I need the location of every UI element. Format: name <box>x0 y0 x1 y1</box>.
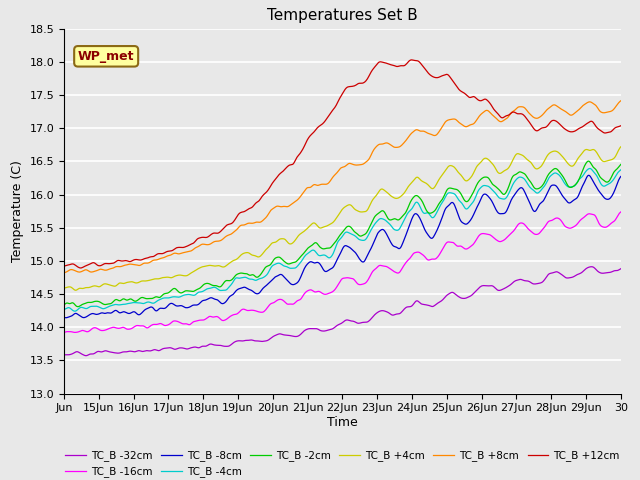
X-axis label: Time: Time <box>327 416 358 429</box>
Line: TC_B -16cm: TC_B -16cm <box>64 212 621 333</box>
TC_B +4cm <box>126 279 134 285</box>
Legend: TC_B -32cm, TC_B -16cm, TC_B -8cm, TC_B -4cm, TC_B -2cm, TC_B +4cm, TC_B +8cm, T: TC_B -32cm, TC_B -16cm, TC_B -8cm, TC_B … <box>61 446 624 480</box>
TC_B +8cm <box>60 270 68 276</box>
Line: TC_B -2cm: TC_B -2cm <box>64 161 621 307</box>
TC_B +8cm <box>400 140 408 146</box>
Line: TC_B -8cm: TC_B -8cm <box>64 175 621 318</box>
TC_B -2cm <box>584 158 592 164</box>
TC_B -4cm <box>432 212 440 217</box>
TC_B -16cm <box>256 309 264 315</box>
TC_B -4cm <box>586 166 593 171</box>
TC_B -8cm <box>256 289 264 295</box>
TC_B +12cm <box>256 197 264 203</box>
TC_B +4cm <box>432 182 440 188</box>
TC_B -8cm <box>432 230 440 236</box>
TC_B -32cm <box>617 266 625 272</box>
TC_B -2cm <box>432 206 440 212</box>
TC_B -32cm <box>82 353 90 359</box>
TC_B -2cm <box>277 255 285 261</box>
Y-axis label: Temperature (C): Temperature (C) <box>11 160 24 262</box>
TC_B +12cm <box>433 75 440 81</box>
TC_B -4cm <box>256 276 264 281</box>
TC_B -32cm <box>126 348 134 354</box>
TC_B +4cm <box>72 288 79 293</box>
TC_B -4cm <box>126 300 134 306</box>
TC_B +8cm <box>228 231 236 237</box>
TC_B -8cm <box>126 311 134 316</box>
TC_B -16cm <box>126 326 134 332</box>
TC_B +12cm <box>401 63 408 69</box>
TC_B -16cm <box>228 312 236 318</box>
TC_B -32cm <box>60 352 68 358</box>
TC_B +8cm <box>255 219 263 225</box>
TC_B -2cm <box>228 276 236 282</box>
TC_B +12cm <box>126 259 134 264</box>
TC_B +8cm <box>431 132 439 138</box>
Line: TC_B +12cm: TC_B +12cm <box>64 60 621 268</box>
TC_B +4cm <box>228 258 236 264</box>
TC_B -8cm <box>228 292 236 298</box>
TC_B -16cm <box>401 262 408 267</box>
TC_B -32cm <box>432 302 440 308</box>
TC_B -2cm <box>401 211 408 217</box>
TC_B -2cm <box>74 304 82 310</box>
TC_B -8cm <box>617 174 625 180</box>
TC_B -4cm <box>71 308 79 314</box>
TC_B -4cm <box>277 261 285 267</box>
TC_B -32cm <box>401 306 408 312</box>
TC_B -32cm <box>277 331 285 337</box>
TC_B +12cm <box>77 265 84 271</box>
TC_B -8cm <box>401 236 408 241</box>
TC_B -2cm <box>617 162 625 168</box>
TC_B +12cm <box>277 170 285 176</box>
TC_B +4cm <box>256 253 264 259</box>
TC_B -8cm <box>62 315 70 321</box>
TC_B +4cm <box>277 236 285 241</box>
TC_B -4cm <box>228 280 236 286</box>
TC_B -32cm <box>228 341 236 347</box>
TC_B -8cm <box>60 315 68 321</box>
TC_B +12cm <box>408 57 415 63</box>
TC_B +8cm <box>617 98 625 104</box>
TC_B -2cm <box>256 272 264 278</box>
Line: TC_B -32cm: TC_B -32cm <box>64 267 621 356</box>
Line: TC_B -4cm: TC_B -4cm <box>64 168 621 311</box>
Title: Temperatures Set B: Temperatures Set B <box>267 9 418 24</box>
TC_B +12cm <box>228 220 236 226</box>
TC_B +12cm <box>60 263 68 269</box>
TC_B -8cm <box>277 272 285 277</box>
TC_B -4cm <box>60 307 68 312</box>
TC_B -16cm <box>432 256 440 262</box>
Text: WP_met: WP_met <box>78 50 134 63</box>
TC_B -2cm <box>60 302 68 308</box>
TC_B +8cm <box>125 261 133 267</box>
TC_B -4cm <box>617 167 625 173</box>
TC_B -4cm <box>401 216 408 222</box>
TC_B +4cm <box>617 144 625 150</box>
TC_B -16cm <box>277 297 285 302</box>
TC_B +4cm <box>401 190 408 195</box>
TC_B +12cm <box>617 123 625 129</box>
Line: TC_B +8cm: TC_B +8cm <box>64 101 621 273</box>
TC_B -16cm <box>71 330 79 336</box>
Line: TC_B +4cm: TC_B +4cm <box>64 147 621 290</box>
TC_B -16cm <box>60 329 68 335</box>
TC_B +8cm <box>276 204 284 210</box>
TC_B -2cm <box>126 296 134 302</box>
TC_B -32cm <box>588 264 596 270</box>
TC_B +4cm <box>60 285 68 291</box>
TC_B -32cm <box>256 338 264 344</box>
TC_B -16cm <box>617 209 625 215</box>
TC_B -8cm <box>585 172 593 178</box>
